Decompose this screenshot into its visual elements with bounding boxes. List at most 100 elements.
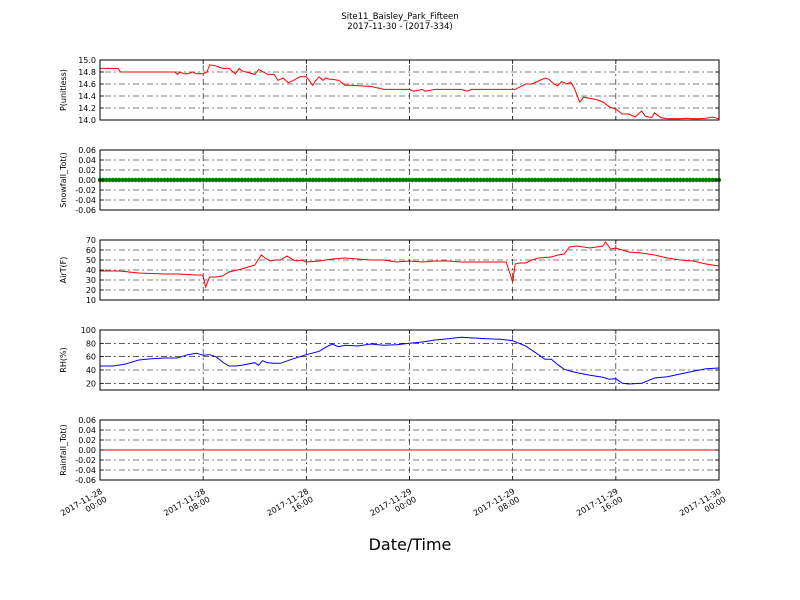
data-point	[423, 177, 428, 183]
y-tick-label: 60	[86, 353, 96, 362]
data-point	[184, 177, 190, 183]
data-point	[297, 177, 303, 183]
data-point	[172, 177, 177, 183]
data-point	[587, 177, 593, 183]
data-point	[149, 177, 154, 183]
y-tick-label: -0.06	[75, 476, 96, 485]
data-point	[487, 177, 493, 183]
x-tick-label: 2017-11-2900:00	[369, 487, 418, 526]
data-point	[571, 177, 577, 183]
data-point	[378, 177, 383, 183]
data-point	[362, 177, 367, 183]
data-point	[230, 177, 235, 183]
data-point	[168, 177, 174, 183]
data-point	[678, 177, 683, 183]
data-point	[607, 177, 612, 183]
subplot-p-unitless: 14.0 14.2 14.4 14.6 14.8 15.0 P(unitless)	[59, 56, 720, 125]
y-tick-label: -0.02	[75, 186, 96, 195]
data-point	[136, 177, 141, 183]
data-point	[584, 177, 589, 183]
y-axis-label-rh: RH(%)	[59, 347, 68, 372]
data-point	[645, 177, 651, 183]
data-point	[339, 177, 344, 183]
data-point	[194, 177, 199, 183]
data-point	[668, 177, 673, 183]
y-tick-label: -0.04	[75, 196, 96, 205]
x-tick-label: 2017-11-2808:00	[162, 487, 211, 526]
data-point	[507, 177, 512, 183]
data-point	[304, 177, 309, 183]
x-tick-label: 2017-11-2916:00	[575, 487, 624, 526]
x-tick-label: 2017-11-2816:00	[265, 487, 314, 526]
data-point	[265, 177, 270, 183]
data-point	[162, 177, 167, 183]
data-point	[329, 177, 335, 183]
data-point	[681, 177, 686, 183]
data-point	[484, 177, 490, 183]
data-point	[436, 177, 441, 183]
data-point	[481, 177, 486, 183]
data-point	[504, 177, 509, 183]
data-point	[413, 177, 419, 183]
data-point	[649, 177, 654, 183]
data-point	[552, 177, 557, 183]
data-point	[620, 177, 625, 183]
data-point	[220, 177, 225, 183]
data-point	[623, 177, 628, 183]
data-point	[497, 177, 502, 183]
data-point	[159, 177, 164, 183]
subplot-rh: 20 40 60 80 100 RH(%)	[59, 326, 720, 391]
subplots: 14.0 14.2 14.4 14.6 14.8 15.0 P(unitless) -0.06…	[59, 56, 722, 485]
data-point	[191, 177, 196, 183]
data-point	[687, 177, 693, 183]
data-point	[665, 177, 670, 183]
y-tick-label: 0.00	[78, 176, 96, 185]
data-point	[658, 177, 664, 183]
data-point	[107, 177, 112, 183]
data-point	[284, 177, 290, 183]
data-point	[452, 177, 457, 183]
series-line-rh	[100, 336, 720, 385]
data-point	[429, 177, 435, 183]
y-tick-label: 0.04	[78, 156, 96, 165]
data-point	[533, 177, 538, 183]
data-point	[710, 177, 715, 183]
data-point	[591, 177, 596, 183]
data-point	[407, 177, 412, 183]
data-point	[523, 177, 528, 183]
data-point	[391, 177, 396, 183]
data-point	[655, 177, 660, 183]
data-point	[223, 177, 228, 183]
data-point	[310, 177, 315, 183]
y-axis-label-airt-f: AirT(F)	[59, 257, 68, 284]
y-tick-label: 20	[86, 286, 96, 295]
y-tick-label: 30	[86, 276, 96, 285]
data-point	[278, 177, 283, 183]
data-point	[626, 177, 631, 183]
data-point	[268, 177, 274, 183]
data-point	[333, 177, 338, 183]
x-tick-label: 2017-11-3000:00	[678, 487, 727, 526]
data-point	[371, 177, 377, 183]
data-point	[694, 177, 699, 183]
data-point	[565, 177, 570, 183]
y-tick-label: 0.02	[78, 436, 96, 445]
data-point	[462, 177, 467, 183]
data-point	[562, 177, 567, 183]
data-point	[146, 177, 151, 183]
x-axis-label: Date/Time	[369, 535, 452, 554]
data-point	[175, 177, 180, 183]
y-axis-label-snowfall-tot: Snowfall_Tot()	[59, 152, 68, 208]
data-point	[294, 177, 299, 183]
data-point	[110, 177, 116, 183]
y-tick-label: 0.00	[78, 446, 96, 455]
data-point	[104, 177, 109, 183]
data-point	[597, 177, 602, 183]
subplot-snowfall-tot: -0.06-0.04-0.020.000.020.040.06 Snowfall_…	[59, 146, 722, 215]
y-tick-label: 100	[81, 326, 96, 335]
data-point	[349, 177, 354, 183]
data-point	[307, 177, 312, 183]
y-tick-label: 0.06	[78, 146, 96, 155]
data-point	[217, 177, 222, 183]
